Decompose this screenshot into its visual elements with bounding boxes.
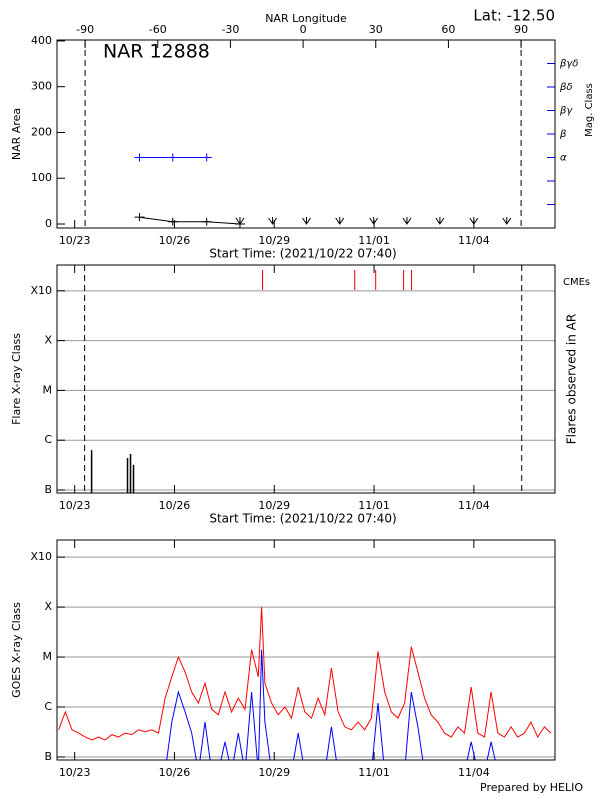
y-tick-label: X10 xyxy=(30,284,52,297)
plot-area xyxy=(139,157,241,225)
y-tick-label: M xyxy=(43,383,53,396)
x-tick-label: 11/01 xyxy=(358,499,390,512)
y2-tick-label: β xyxy=(559,129,567,140)
title: NAR 12888 xyxy=(103,41,210,63)
y-tick-label: 200 xyxy=(31,125,52,138)
y2-label: Flares observed in AR xyxy=(565,314,579,444)
plot-frame xyxy=(56,539,556,761)
y-tick-label: C xyxy=(44,700,52,713)
plus-marker xyxy=(134,213,145,222)
panel: B C M X X10 10/23 10/26 10/29 11/01 11/04 Start Ti… xyxy=(10,264,590,526)
x-tick-label: 10/26 xyxy=(159,234,191,247)
y-tick-label: 100 xyxy=(31,171,52,184)
y-tick-label: B xyxy=(44,750,52,763)
x2-tick-label: -60 xyxy=(149,23,167,36)
y-tick-label: C xyxy=(44,433,52,446)
x2-tick-label: 60 xyxy=(441,23,455,36)
limit-arrow xyxy=(268,217,277,225)
limit-arrow xyxy=(302,217,311,225)
plus-marker xyxy=(201,153,212,162)
series-line xyxy=(139,216,241,225)
y-tick-label: X xyxy=(44,334,52,347)
limit-arrow xyxy=(469,217,479,225)
x-label: Start Time: (2021/10/22 07:40) xyxy=(209,247,396,261)
x-tick-label: 10/23 xyxy=(59,234,91,247)
legend-label: CMEs xyxy=(563,277,590,288)
y-tick-label: X xyxy=(44,600,52,613)
y-tick-label: X10 xyxy=(30,550,52,563)
plus-marker xyxy=(134,153,145,162)
series-line xyxy=(58,607,552,741)
y-tick-label: 300 xyxy=(31,80,52,93)
latitude: Lat: -12.50 xyxy=(473,7,555,25)
plot-frame xyxy=(56,39,556,229)
x-tick-label: 10/23 xyxy=(59,766,91,779)
y-label: GOES X-ray Class xyxy=(10,602,23,698)
limit-arrow xyxy=(435,217,445,225)
plus-marker xyxy=(201,217,212,226)
limit-arrow xyxy=(369,217,379,225)
x2-tick-label: -90 xyxy=(76,23,94,36)
x-tick-label: 10/26 xyxy=(159,499,191,512)
series-line xyxy=(166,649,496,760)
plot-area xyxy=(90,270,413,493)
x-tick-label: 11/01 xyxy=(358,234,390,247)
limit-arrow xyxy=(235,217,245,225)
x2-tick-label: 0 xyxy=(300,23,307,36)
x2-tick-label: -30 xyxy=(221,23,239,36)
x-tick-label: 10/29 xyxy=(258,234,290,247)
y-tick-label: B xyxy=(44,483,52,496)
limit-arrow xyxy=(335,217,345,225)
x-tick-label: 11/04 xyxy=(458,766,490,779)
limit-arrow xyxy=(402,217,412,225)
y2-label: Mag. Class xyxy=(584,83,595,137)
x-tick-label: 10/23 xyxy=(59,499,91,512)
y2-tick-label: βγ xyxy=(559,106,573,117)
plot-frame xyxy=(56,264,556,494)
footer: Prepared by HELIO xyxy=(480,781,583,794)
y-tick-label: 0 xyxy=(45,217,52,230)
plus-marker xyxy=(167,153,178,162)
y2-tick-label: α xyxy=(560,153,567,164)
y2-tick-label: βγδ xyxy=(559,59,578,70)
y-label: NAR Area xyxy=(10,108,23,160)
y-tick-label: M xyxy=(43,650,53,663)
plot-area xyxy=(58,607,552,760)
y-tick-label: 400 xyxy=(31,34,52,47)
x-tick-label: 11/04 xyxy=(458,499,490,512)
x2-tick-label: 30 xyxy=(369,23,383,36)
x2-tick-label: 90 xyxy=(514,23,528,36)
x-tick-label: 10/26 xyxy=(159,766,191,779)
x-tick-label: 10/29 xyxy=(258,766,290,779)
plus-marker xyxy=(167,217,178,226)
x-tick-label: 11/04 xyxy=(458,234,490,247)
x-label: Start Time: (2021/10/22 07:40) xyxy=(209,512,396,526)
y-label: Flare X-ray Class xyxy=(10,333,23,425)
x-tick-label: 10/29 xyxy=(258,499,290,512)
panel: B C M X X10 10/23 10/26 10/29 11/01 11/04 GOES X-r… xyxy=(10,539,556,779)
x-tick-label: 11/01 xyxy=(358,766,390,779)
x2-label: NAR Longitude xyxy=(265,12,347,25)
limit-arrow xyxy=(502,217,512,225)
y2-tick-label: βδ xyxy=(559,82,573,93)
